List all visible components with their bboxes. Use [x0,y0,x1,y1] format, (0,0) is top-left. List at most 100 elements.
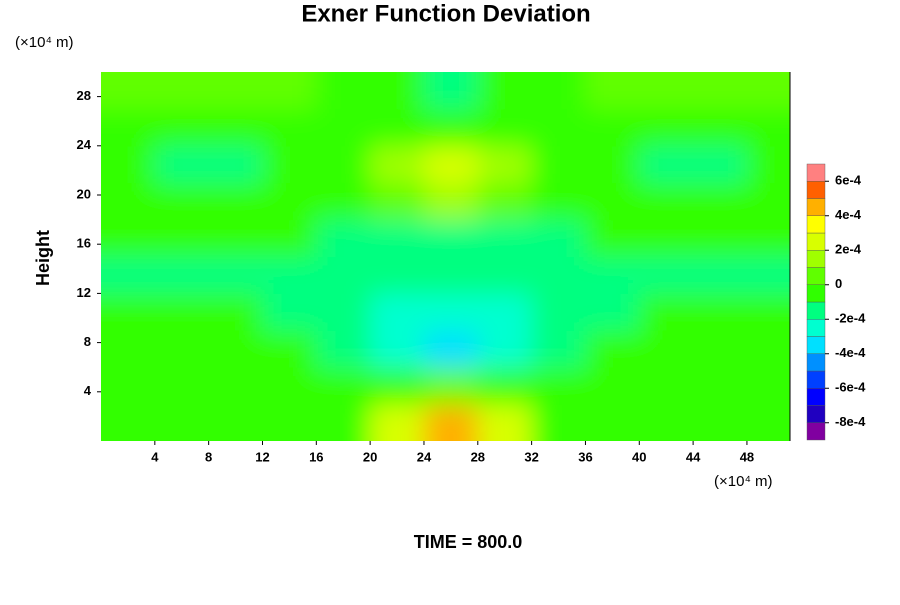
x-tick-label: 32 [524,449,538,464]
field-cell [101,145,156,184]
field-cell [693,219,748,257]
x-tick-label: 36 [578,449,592,464]
field-cell [370,367,425,405]
x-unit: (×10⁴ m) [714,473,773,490]
field-cell [531,108,586,147]
field-cell [101,293,156,331]
y-tick-label: 8 [84,334,91,349]
field-cell [746,72,790,110]
field-cell [585,72,640,110]
y-tick-label: 12 [77,285,91,300]
colorbar-band [806,181,826,199]
field-cell [746,108,790,147]
field-cell [262,330,317,368]
colorbar-band [806,232,826,251]
field-cell [477,182,533,221]
colorbar-band [806,319,826,337]
field-cell [746,367,790,405]
y-tick-label: 4 [84,383,92,398]
y-unit: (×10⁴ m) [15,34,74,51]
field-cell [746,145,790,184]
field-cell [639,404,694,441]
colorbar-tick-label: 4e-4 [835,207,862,222]
field-cell [262,256,317,294]
field-cell [101,108,156,147]
colorbar: 6e-4 4e-4 2e-4 0 -2e-4 -4e-4 -6e-4 -8e-4 [806,163,866,441]
field-cell [477,330,533,368]
field-cell [208,72,263,110]
field-cell [101,182,156,221]
field-cell [693,256,748,294]
field-cell [639,182,694,221]
y-tick-label: 16 [77,236,91,251]
field-cell [316,404,371,441]
colorbar-band [806,215,826,234]
x-tick-label: 16 [309,449,323,464]
field-cell [585,330,640,368]
field-cell [154,256,210,294]
field-cell [639,145,694,184]
colorbar-tick-label: -4e-4 [835,345,866,360]
field-cell [154,330,210,368]
colorbar-band [806,198,826,216]
field-cell [585,293,640,331]
field-cell [154,293,210,331]
field-cell [370,219,425,257]
field-cell [585,219,640,257]
field-cell [639,72,694,110]
field-cell [262,293,317,331]
field-cell [585,108,640,147]
field-cell [262,145,317,184]
field-cell [693,145,748,184]
field-cell [423,293,479,331]
x-tick-label: 12 [255,449,269,464]
field-cell [531,145,586,184]
field-cell [531,330,586,368]
x-tick-label: 20 [363,449,377,464]
field-cell [208,219,263,257]
colorbar-tick-label: -2e-4 [835,311,866,326]
field-cell [639,256,694,294]
field-cell [101,367,156,405]
field-cell [316,256,371,294]
field-cell [477,256,533,294]
field-cell [693,72,748,110]
field-cell [693,182,748,221]
x-tick-label: 24 [417,449,432,464]
colorbar-band [806,250,826,268]
field-cell [208,108,263,147]
field-cell [585,182,640,221]
colorbar-band [806,163,826,182]
field-cell [316,182,371,221]
field-cell [423,256,479,294]
field-cell [370,182,425,221]
field-cell [208,330,263,368]
field-cell [208,404,263,441]
x-tick-label: 4 [151,449,159,464]
field-cell [639,367,694,405]
field-cell [693,330,748,368]
field-cell [639,330,694,368]
y-tick-label: 20 [77,186,91,201]
field-cell [316,108,371,147]
field-cell [316,72,371,110]
field-cell [370,108,425,147]
field-cell [477,72,533,110]
field-cell [101,404,156,441]
field-cell [423,404,479,441]
field-cell [208,145,263,184]
field-cell [423,108,479,147]
field-cell [639,219,694,257]
field-cell [585,404,640,441]
field-cell [477,367,533,405]
field-cell [639,108,694,147]
field-cell [423,182,479,221]
field [101,72,790,441]
footer: TIME = 800.0 [414,532,523,552]
x-tick-label: 8 [205,449,212,464]
field-cell [531,293,586,331]
field-cell [585,367,640,405]
field-cell [316,330,371,368]
field-cell [208,256,263,294]
